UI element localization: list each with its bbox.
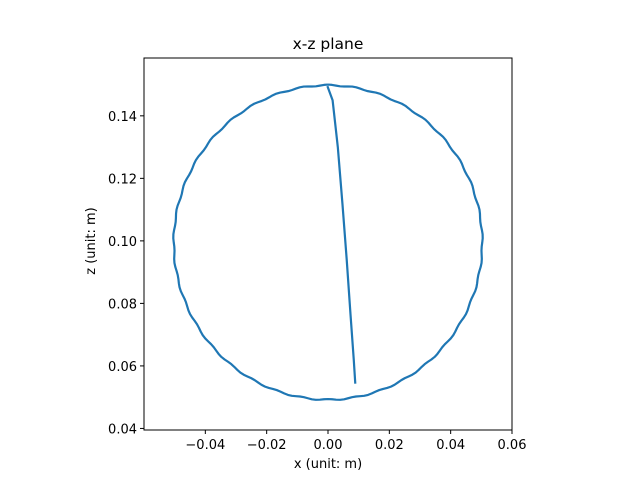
y-axis-ticks: 0.04 0.06 0.08 0.10 0.12 0.14 [108, 110, 144, 437]
x-tick-label: 0.06 [498, 438, 527, 453]
x-tick-label: −0.04 [185, 438, 225, 453]
x-tick-label: −0.02 [247, 438, 287, 453]
circular-trajectory-line [172, 83, 484, 401]
x-axis-ticks: −0.04 −0.02 0.00 0.02 0.04 0.06 [185, 430, 526, 453]
chart-title: x-z plane [293, 35, 364, 53]
drift-segment-line [326, 85, 357, 384]
y-tick-label: 0.14 [108, 110, 137, 125]
y-axis-label: z (unit: m) [84, 207, 99, 274]
y-tick-label: 0.04 [108, 422, 137, 437]
y-tick-label: 0.06 [108, 360, 137, 375]
x-axis-label: x (unit: m) [294, 457, 362, 472]
y-tick-label: 0.12 [108, 172, 137, 187]
y-tick-label: 0.08 [108, 297, 137, 312]
x-tick-label: 0.00 [314, 438, 343, 453]
y-tick-label: 0.10 [108, 235, 137, 250]
data-layer [172, 83, 484, 401]
x-tick-label: 0.02 [375, 438, 404, 453]
x-tick-label: 0.04 [436, 438, 465, 453]
